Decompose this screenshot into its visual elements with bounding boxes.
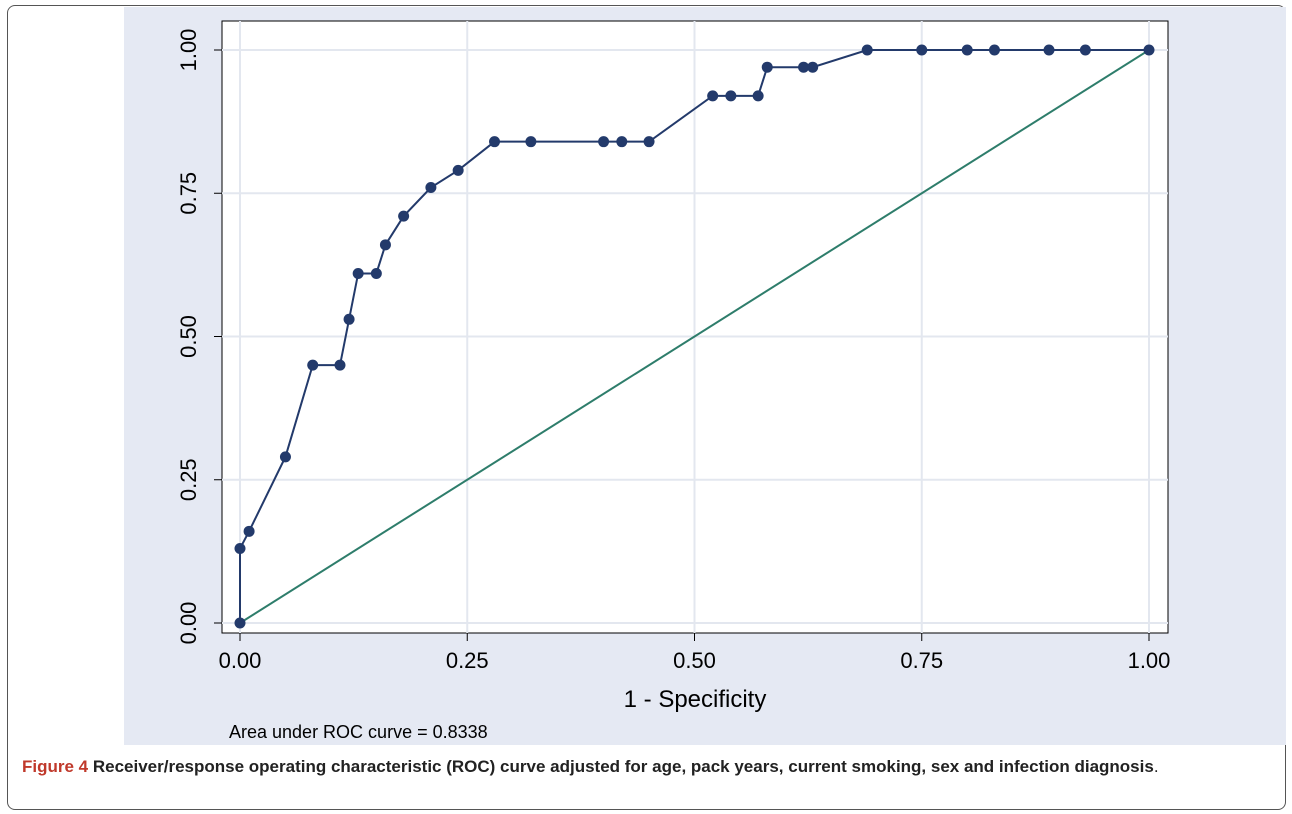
roc-point xyxy=(643,136,655,148)
roc-point xyxy=(598,136,610,148)
axes xyxy=(214,49,1150,641)
y-tick-label: 0.75 xyxy=(176,172,201,215)
y-tick-label: 0.25 xyxy=(176,458,201,501)
roc-point xyxy=(243,525,255,537)
x-tick-label: 0.75 xyxy=(900,648,943,673)
roc-point xyxy=(752,90,764,102)
roc-point xyxy=(707,90,719,102)
roc-point xyxy=(343,313,355,325)
roc-point xyxy=(961,44,973,56)
roc-point xyxy=(616,136,628,148)
roc-point xyxy=(452,164,464,176)
roc-point xyxy=(234,617,246,629)
x-tick-label: 1.00 xyxy=(1128,648,1171,673)
roc-point xyxy=(352,267,364,279)
roc-point xyxy=(761,61,773,73)
x-tick-label: 0.00 xyxy=(219,648,262,673)
roc-point xyxy=(398,210,410,222)
roc-point xyxy=(307,359,319,371)
roc-point xyxy=(234,543,246,555)
roc-point xyxy=(425,182,437,194)
roc-point xyxy=(861,44,873,56)
roc-point xyxy=(988,44,1000,56)
y-tick-label: 0.50 xyxy=(176,315,201,358)
caption-text: Receiver/response operating characterist… xyxy=(88,757,1154,776)
roc-point xyxy=(1079,44,1091,56)
y-tick-label: 0.00 xyxy=(176,602,201,645)
roc-point xyxy=(916,44,928,56)
roc-point xyxy=(1043,44,1055,56)
roc-point xyxy=(798,61,810,73)
roc-point xyxy=(525,136,537,148)
roc-point xyxy=(1143,44,1155,56)
x-tick-label: 0.50 xyxy=(673,648,716,673)
figure-caption: Figure 4 Receiver/response operating cha… xyxy=(22,755,1280,779)
roc-point xyxy=(807,61,819,73)
roc-point xyxy=(725,90,737,102)
tick-labels: 0.00 0.25 0.50 0.75 1.00 0.00 0.25 0.50 0.75 1.00 xyxy=(176,29,1170,673)
reference-line xyxy=(239,49,1150,624)
x-tick-label: 0.25 xyxy=(446,648,489,673)
y-tick-label: 1.00 xyxy=(176,29,201,72)
caption-end: . xyxy=(1153,757,1159,776)
roc-point xyxy=(489,136,501,148)
x-axis-label: 1 - Specificity xyxy=(624,686,767,713)
roc-point xyxy=(379,239,391,251)
series-layer xyxy=(234,44,1155,629)
auc-note: Area under ROC curve = 0.8338 xyxy=(229,722,488,742)
figure-label: Figure 4 xyxy=(22,757,89,776)
roc-point xyxy=(370,267,382,279)
roc-point xyxy=(334,359,346,371)
roc-point xyxy=(279,451,291,463)
